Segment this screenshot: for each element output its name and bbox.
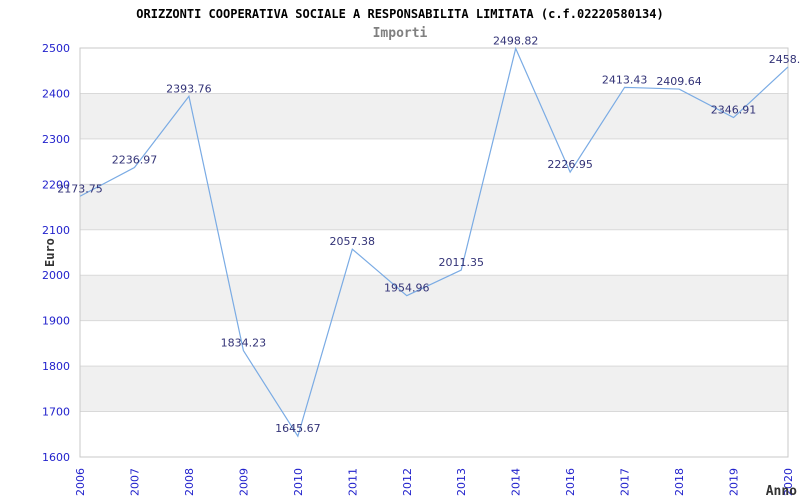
x-tick-label: 2014 xyxy=(510,468,523,496)
plot-band xyxy=(80,275,788,321)
x-tick-label: 2007 xyxy=(128,468,141,496)
x-tick-label: 2010 xyxy=(292,468,305,496)
x-tick-label: 2008 xyxy=(183,468,196,496)
y-axis-title: Euro xyxy=(43,238,57,267)
x-tick-label: 2006 xyxy=(74,468,87,496)
y-tick-label: 2500 xyxy=(42,42,70,55)
plot-border xyxy=(79,47,789,458)
value-label: 2346.91 xyxy=(711,104,757,117)
data-line xyxy=(79,46,789,438)
y-tick-label: 2300 xyxy=(42,133,70,146)
x-tick-label: 2020 xyxy=(782,468,795,496)
plot-band xyxy=(80,93,788,139)
x-tick-label: 2018 xyxy=(673,468,686,496)
value-label: 2393.76 xyxy=(166,82,212,95)
value-label: 1954.96 xyxy=(384,282,430,295)
value-label: 2173.75 xyxy=(57,182,103,195)
value-label: 2458.4 xyxy=(769,53,800,66)
y-tick-label: 2100 xyxy=(42,224,70,237)
value-label: 1645.67 xyxy=(275,422,321,435)
x-tick-label: 2009 xyxy=(237,468,250,496)
y-tick-label: 2400 xyxy=(42,87,70,100)
x-tick-label: 2011 xyxy=(346,468,359,496)
y-tick-label: 2000 xyxy=(42,269,70,282)
plot-band xyxy=(80,184,788,230)
value-label: 2226.95 xyxy=(547,158,593,171)
x-tick-label: 2019 xyxy=(728,468,741,496)
value-label: 2011.35 xyxy=(438,256,484,269)
y-tick-label: 1900 xyxy=(42,315,70,328)
chart-subtitle: Importi xyxy=(372,26,428,41)
y-tick-label: 1600 xyxy=(42,451,70,464)
x-tick-label: 2017 xyxy=(619,468,632,496)
y-tick-label: 2200 xyxy=(42,178,70,191)
value-label: 2413.43 xyxy=(602,73,648,86)
value-label: 2236.97 xyxy=(112,154,158,167)
value-label: 2057.38 xyxy=(330,235,376,248)
x-tick-label: 2016 xyxy=(564,468,577,496)
x-axis-title: Anno xyxy=(766,484,797,499)
plot-band xyxy=(80,366,788,412)
x-tick-label: 2012 xyxy=(401,468,414,496)
value-label: 2409.64 xyxy=(656,75,702,88)
value-label: 1834.23 xyxy=(221,337,267,350)
y-tick-label: 1800 xyxy=(42,360,70,373)
x-tick-label: 2013 xyxy=(455,468,468,496)
value-label: 2498.82 xyxy=(493,35,539,48)
y-tick-label: 1700 xyxy=(42,406,70,419)
chart-title: ORIZZONTI COOPERATIVA SOCIALE A RESPONSA… xyxy=(136,7,664,21)
